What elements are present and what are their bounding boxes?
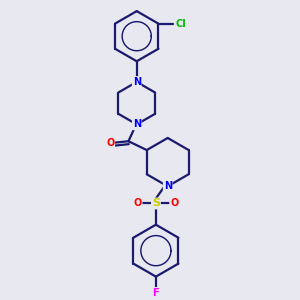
Text: S: S [152,199,160,208]
Text: N: N [133,119,141,129]
Text: O: O [106,138,114,148]
Text: Cl: Cl [176,19,186,29]
Text: O: O [170,199,178,208]
Text: F: F [153,288,159,298]
Text: N: N [164,182,172,191]
Text: O: O [134,199,142,208]
Text: N: N [133,77,141,87]
